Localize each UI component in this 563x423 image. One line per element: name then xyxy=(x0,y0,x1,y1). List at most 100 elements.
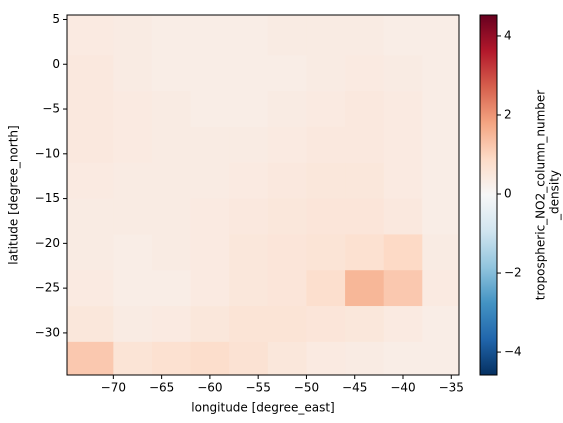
x-tick-label: −70 xyxy=(101,381,126,395)
colorbar-tick-label: 2 xyxy=(504,107,512,121)
heatmap-cell xyxy=(152,234,191,270)
heatmap-cell xyxy=(113,270,152,306)
heatmap-cell xyxy=(306,91,345,127)
heatmap-cell xyxy=(152,342,191,376)
heatmap-cell xyxy=(422,234,459,270)
heatmap-cell xyxy=(422,306,459,342)
heatmap-cell xyxy=(384,270,423,306)
heatmap-cell xyxy=(306,270,345,306)
x-tick-label: −40 xyxy=(390,381,415,395)
heatmap-cell xyxy=(229,15,268,56)
heatmap-cell xyxy=(191,270,230,306)
x-tick-label: −65 xyxy=(149,381,174,395)
x-tick-label: −55 xyxy=(246,381,271,395)
heatmap-cell xyxy=(384,55,423,91)
heatmap-cell xyxy=(113,342,152,376)
y-tick-label: −10 xyxy=(35,146,60,160)
heatmap-cell xyxy=(345,199,384,235)
y-tick-label: 5 xyxy=(52,12,60,26)
heatmap-cell xyxy=(67,306,114,342)
heatmap-cell xyxy=(345,342,384,376)
heatmap-cell xyxy=(191,163,230,199)
heatmap-cell xyxy=(306,127,345,163)
chart: longitude [degree_east] latitude [degree… xyxy=(0,0,563,419)
heatmap-cell xyxy=(67,270,114,306)
y-tick-label: −25 xyxy=(35,281,60,295)
y-tick-label: −15 xyxy=(35,191,60,205)
heatmap-cell xyxy=(67,127,114,163)
x-tick-label: −45 xyxy=(342,381,367,395)
heatmap-cell xyxy=(67,163,114,199)
heatmap-cell xyxy=(422,342,459,376)
heatmap-cell xyxy=(268,342,307,376)
heatmap-cell xyxy=(113,163,152,199)
heatmap-cell xyxy=(422,270,459,306)
heatmap-cell xyxy=(152,55,191,91)
heatmap-cell xyxy=(152,127,191,163)
y-axis-label: latitude [degree_north] xyxy=(7,125,21,264)
heatmap-cell xyxy=(67,55,114,91)
heatmap-cell xyxy=(268,199,307,235)
heatmap-cell xyxy=(384,342,423,376)
heatmap-cell xyxy=(422,15,459,56)
x-tick-label: −50 xyxy=(294,381,319,395)
heatmap-cell xyxy=(152,91,191,127)
heatmap-cell xyxy=(306,306,345,342)
heatmap-cell xyxy=(306,55,345,91)
y-tick-label: 0 xyxy=(52,57,60,71)
heatmap-cell xyxy=(268,55,307,91)
heatmap-cell xyxy=(191,127,230,163)
heatmap-cell xyxy=(229,306,268,342)
heatmap-cell xyxy=(384,91,423,127)
heatmap-cell xyxy=(422,127,459,163)
heatmap-cell xyxy=(306,234,345,270)
y-tick-label: −5 xyxy=(42,102,60,116)
page: {"chart_data": {"type": "heatmap", "x_la… xyxy=(0,0,563,419)
heatmap-cell xyxy=(191,306,230,342)
heatmap-cell xyxy=(191,234,230,270)
heatmap-cell xyxy=(422,163,459,199)
heatmap-cell xyxy=(345,91,384,127)
heatmap-cell xyxy=(384,199,423,235)
heatmap-cell xyxy=(229,55,268,91)
heatmap-cell xyxy=(113,15,152,56)
heatmap-cell xyxy=(113,306,152,342)
heatmap-cell xyxy=(268,163,307,199)
heatmap-cell xyxy=(191,55,230,91)
heatmap-cell xyxy=(345,55,384,91)
heatmap-cell xyxy=(113,91,152,127)
heatmap-cell xyxy=(345,127,384,163)
heatmap-cell xyxy=(306,15,345,56)
heatmap-cell xyxy=(229,342,268,376)
heatmap-cell xyxy=(345,163,384,199)
heatmap-cell xyxy=(67,199,114,235)
colorbar xyxy=(480,15,497,375)
colorbar-label: tropospheric_NO2_column_number xyxy=(534,90,548,301)
heatmap-cell xyxy=(67,342,114,376)
heatmap-cell xyxy=(422,199,459,235)
heatmap-cell xyxy=(67,15,114,56)
x-tick-label: −35 xyxy=(439,381,464,395)
heatmap-cell xyxy=(113,127,152,163)
heatmap-cell xyxy=(384,306,423,342)
heatmap-cell xyxy=(152,270,191,306)
heatmap-cell xyxy=(384,234,423,270)
heatmap-cell xyxy=(191,91,230,127)
heatmap-cell xyxy=(268,15,307,56)
heatmap-cell xyxy=(229,91,268,127)
heatmap-cell xyxy=(422,91,459,127)
heatmap-cell xyxy=(422,55,459,91)
y-tick-label: −20 xyxy=(35,236,60,250)
colorbar-label: _density xyxy=(548,170,562,221)
heatmap-cell xyxy=(306,163,345,199)
heatmap-cell xyxy=(345,270,384,306)
heatmap-cell xyxy=(268,306,307,342)
heatmap-cell xyxy=(191,199,230,235)
heatmap-cell xyxy=(345,306,384,342)
heatmap-cell xyxy=(191,342,230,376)
heatmap-cell xyxy=(268,91,307,127)
heatmap-cell xyxy=(384,15,423,56)
heatmap-cell xyxy=(152,199,191,235)
heatmap-cell xyxy=(345,15,384,56)
heatmap-cell xyxy=(191,15,230,56)
